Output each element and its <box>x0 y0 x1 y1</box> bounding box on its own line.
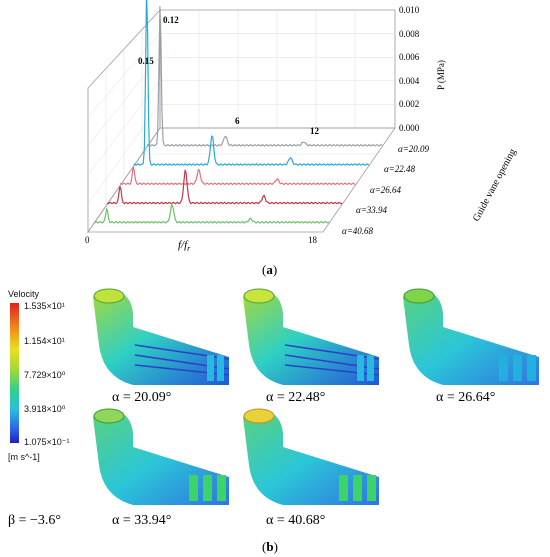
angle-label-4: α = 33.94° <box>112 513 172 528</box>
panel-b-caption: (b) <box>262 539 278 554</box>
floor <box>87 127 396 233</box>
spectrum-line-2 <box>119 166 356 186</box>
z-tick: 0.004 <box>399 76 420 86</box>
z-tick: 0.002 <box>399 99 419 109</box>
waterfall-chart: 0.12 0.15 6 12 0.010 0.008 0.006 0.004 0… <box>85 0 519 253</box>
angle-label-3: α = 26.64° <box>436 390 496 405</box>
z-axis-label: P (MPa) <box>436 60 446 90</box>
colorbar-tick: 1.154×10¹ <box>24 336 65 346</box>
spectrum-line-3 <box>106 169 343 205</box>
colorbar-title: Velocity <box>8 289 40 299</box>
annotation-0-15: 0.15 <box>138 56 154 66</box>
flow-render-alpha-22-48 <box>243 288 380 385</box>
back-wall <box>159 9 396 129</box>
colorbar-tick: 7.729×10⁰ <box>24 370 66 380</box>
series-label-3: α=33.94 <box>356 205 388 215</box>
spectrum-line-4 <box>93 202 330 224</box>
colorbar-tick: 3.918×10⁰ <box>24 404 66 414</box>
annotation-12: 12 <box>310 126 320 136</box>
series-label-2: α=26.64 <box>370 185 402 195</box>
flow-render-alpha-26-64 <box>403 288 539 385</box>
angle-label-5: α = 40.68° <box>266 513 326 528</box>
flow-render-alpha-33-94 <box>93 408 229 505</box>
x-tick-18: 18 <box>308 235 318 245</box>
velocity-colorbar <box>10 303 19 443</box>
series-label-1: α=22.48 <box>384 164 416 174</box>
z-tick: 0.010 <box>399 5 420 15</box>
x-tick-0: 0 <box>85 235 90 245</box>
series-labels: α=20.09 α=22.48 α=26.64 α=33.94 α=40.68 <box>342 144 430 236</box>
spectrum-line-1 <box>133 0 370 167</box>
z-tick: 0.006 <box>399 52 420 62</box>
series-label-0: α=20.09 <box>398 144 430 154</box>
flow-render-alpha-40-68 <box>243 408 379 505</box>
panel-a-caption: (a) <box>262 262 278 277</box>
angle-label-1: α = 20.09° <box>112 390 172 405</box>
angle-label-2: α = 22.48° <box>266 390 326 405</box>
x-axis-label: f/fr <box>178 239 191 253</box>
depth-axis-label: Guide vane opening <box>471 147 519 223</box>
annotation-6: 6 <box>235 116 240 126</box>
z-tick: 0.000 <box>399 123 420 133</box>
annotation-0-12: 0.12 <box>163 15 179 25</box>
colorbar-tick: 1.075×10⁻¹ <box>24 437 70 447</box>
spectrum-line-0 <box>146 6 383 147</box>
series-label-4: α=40.68 <box>342 226 374 236</box>
back-wall-grid <box>160 10 395 128</box>
flow-render-alpha-20-09 <box>93 288 230 385</box>
colorbar-tick: 1.535×10¹ <box>24 301 65 311</box>
z-axis-ticks: 0.010 0.008 0.006 0.004 0.002 0.000 <box>399 5 420 133</box>
floor-grid <box>106 153 377 207</box>
spectra <box>93 0 383 224</box>
colorbar-unit: [m s^-1] <box>8 452 40 462</box>
z-tick: 0.008 <box>399 29 420 39</box>
beta-label: β = −3.6° <box>8 513 62 528</box>
